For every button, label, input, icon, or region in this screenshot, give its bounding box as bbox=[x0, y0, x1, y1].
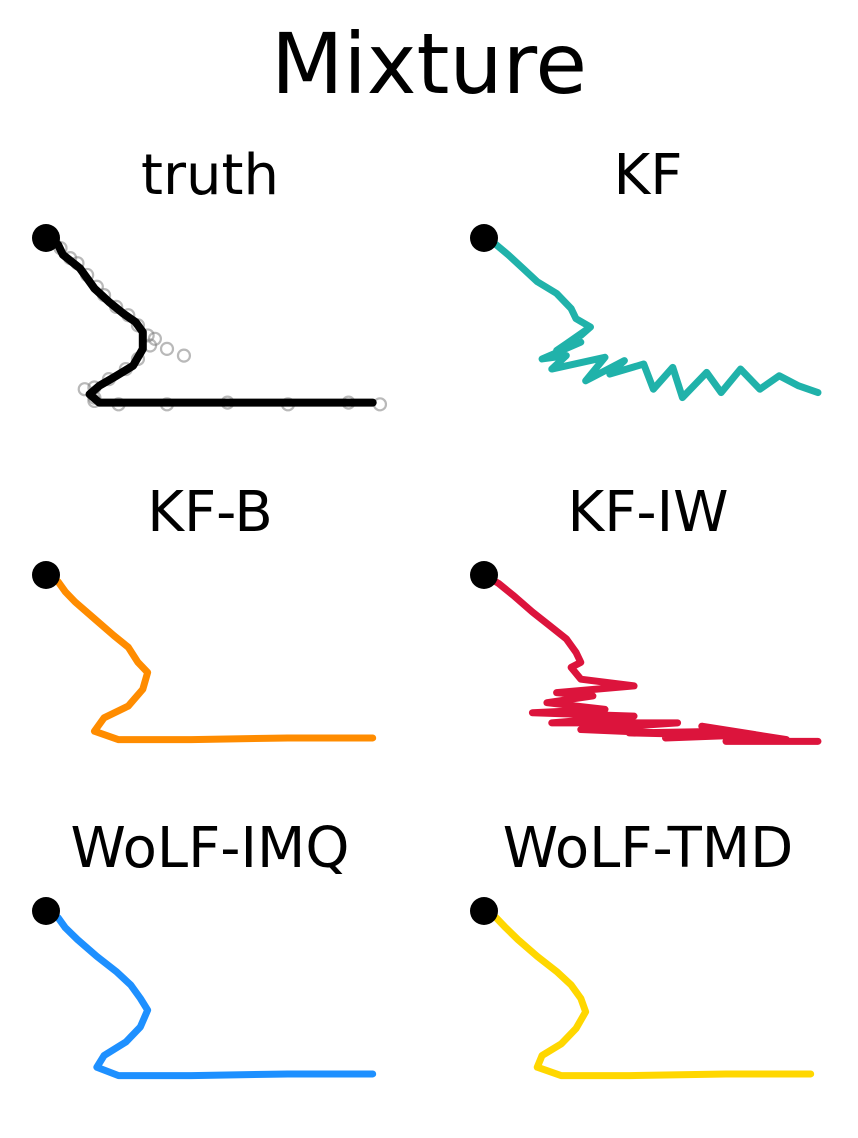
figure-title: Mixture bbox=[270, 15, 588, 113]
start-point-marker bbox=[32, 224, 60, 252]
trajectory-line bbox=[480, 234, 822, 402]
panel-kf-iw: KF-IW bbox=[448, 482, 848, 802]
trajectory-line bbox=[42, 234, 377, 407]
panel-wolf-tmd: WoLF-TMD bbox=[448, 818, 848, 1138]
observation-point bbox=[147, 331, 162, 346]
start-point-marker bbox=[470, 224, 498, 252]
trajectory-plot bbox=[32, 561, 377, 744]
panel-title: WoLF-TMD bbox=[502, 816, 794, 881]
panel-wolf-imq: WoLF-IMQ bbox=[10, 818, 410, 1138]
observation-point bbox=[176, 348, 192, 363]
panel-title: KF bbox=[613, 143, 683, 208]
panel-kf: KF bbox=[448, 145, 848, 465]
panel-title: KF-B bbox=[147, 480, 273, 545]
start-point-marker bbox=[470, 897, 498, 925]
trajectory-plot bbox=[470, 897, 815, 1080]
trajectory-plot bbox=[470, 224, 822, 402]
trajectory-line bbox=[480, 571, 822, 745]
trajectory-plot bbox=[470, 561, 822, 745]
observation-point bbox=[159, 341, 175, 356]
trajectory-line bbox=[42, 571, 377, 744]
trajectory-line bbox=[42, 907, 377, 1080]
start-point-marker bbox=[32, 897, 60, 925]
panel-kf-b: KF-B bbox=[10, 482, 410, 802]
trajectory-plot bbox=[32, 897, 377, 1080]
trajectory-line bbox=[480, 907, 815, 1080]
panel-title: truth bbox=[141, 143, 279, 208]
start-point-marker bbox=[32, 561, 60, 589]
start-point-marker bbox=[470, 561, 498, 589]
panel-truth: truth bbox=[10, 145, 410, 465]
trajectory-plot bbox=[32, 224, 388, 412]
panel-title: KF-IW bbox=[567, 480, 729, 545]
panel-title: WoLF-IMQ bbox=[70, 816, 350, 881]
